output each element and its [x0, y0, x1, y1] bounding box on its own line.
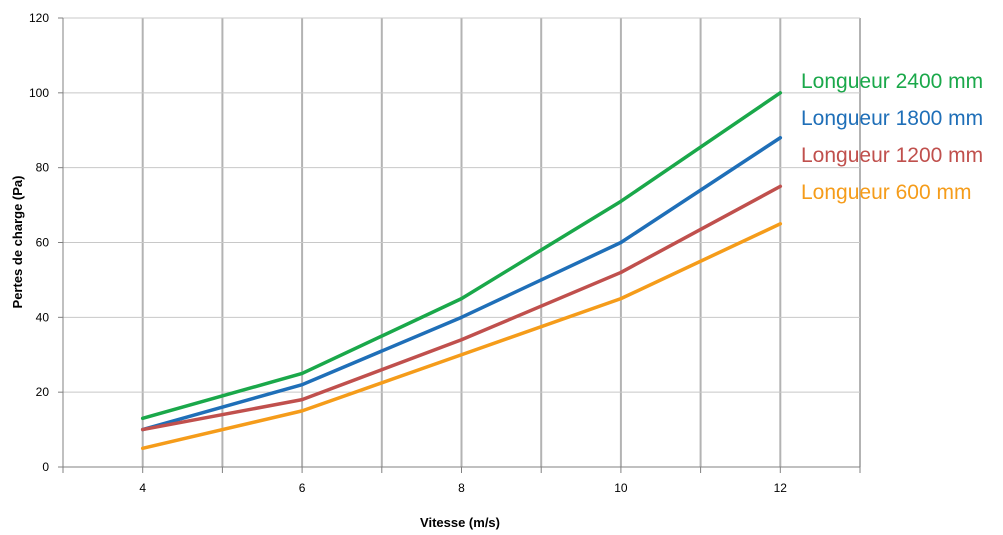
x-axis-title: Vitesse (m/s) — [420, 515, 500, 530]
legend-entry-4: Longueur 600 mm — [801, 181, 971, 204]
gridlines — [63, 17, 861, 467]
y-tick-label: 80 — [36, 161, 50, 175]
legend-entry-1: Longueur 2400 mm — [801, 70, 983, 93]
y-tick-label: 100 — [29, 86, 49, 100]
axes — [58, 17, 861, 473]
x-tick-label: 6 — [299, 481, 306, 495]
x-tick-label: 10 — [614, 481, 628, 495]
series-line-4 — [140, 222, 783, 451]
legend: Longueur 2400 mm Longueur 1800 mm Longueur… — [801, 70, 983, 204]
tick-labels: 0 20 40 60 80 100 120 4 6 8 10 12 — [29, 11, 787, 495]
series-lines — [140, 91, 783, 451]
y-tick-label: 20 — [36, 385, 50, 399]
series-line-1 — [140, 91, 783, 421]
series-line-3 — [140, 184, 783, 432]
series-line-2 — [140, 135, 783, 432]
x-tick-label: 12 — [774, 481, 788, 495]
y-tick-label: 0 — [42, 460, 49, 474]
y-tick-label: 40 — [36, 310, 50, 324]
x-tick-label: 4 — [139, 481, 146, 495]
legend-entry-2: Longueur 1800 mm — [801, 107, 983, 130]
legend-entry-3: Longueur 1200 mm — [801, 144, 983, 167]
x-tick-label: 8 — [458, 481, 465, 495]
y-tick-label: 120 — [29, 11, 49, 25]
y-tick-label: 60 — [36, 236, 50, 250]
y-axis-title: Pertes de charge (Pa) — [10, 176, 25, 309]
